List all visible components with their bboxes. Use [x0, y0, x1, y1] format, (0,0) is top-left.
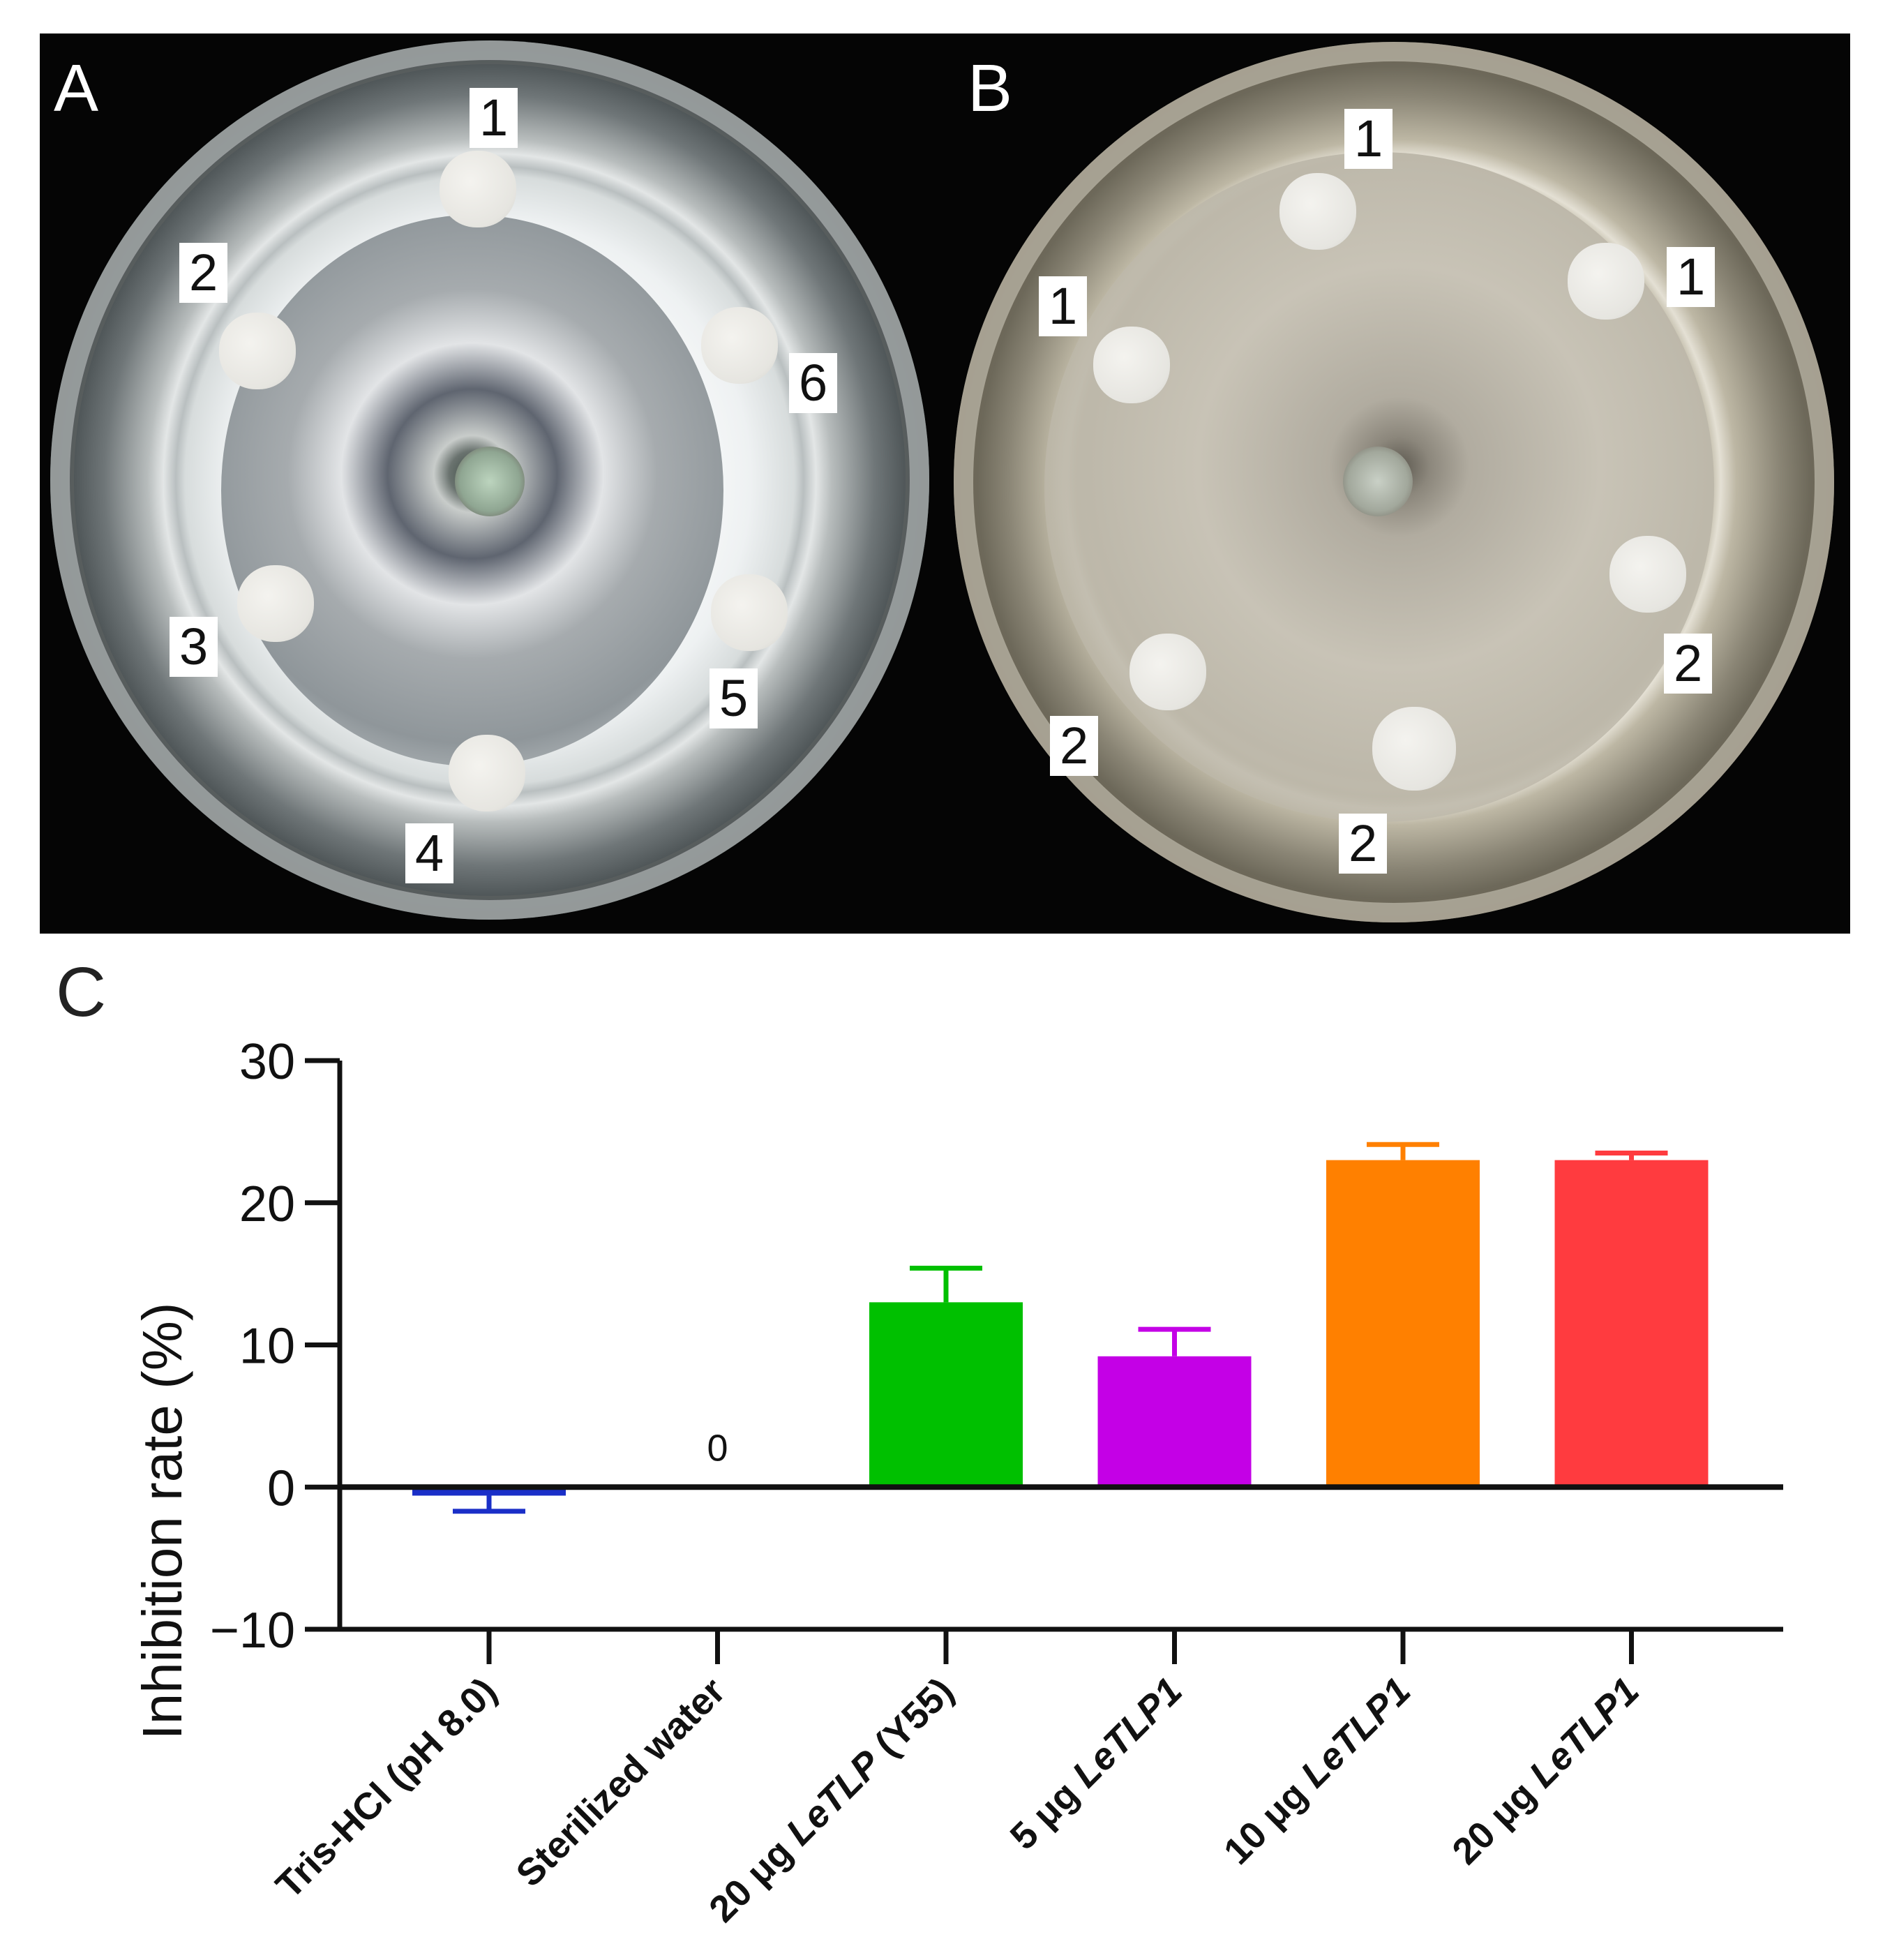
- disc-tag-a-6: 6: [789, 353, 838, 413]
- label-part: 20 μg: [701, 1824, 808, 1931]
- bar-6: [1554, 1160, 1709, 1488]
- paper-disc-4-a: [449, 735, 525, 811]
- disc-tag-b-2: 1: [1667, 247, 1716, 307]
- gene-name: LeTLP1: [1293, 1670, 1418, 1795]
- colony-center-a: [455, 447, 525, 516]
- disc-tag-a-1: 1: [470, 88, 518, 148]
- label-part: Tris-HCl (pH 8.0): [268, 1670, 504, 1906]
- disc-tag-a-5: 5: [710, 668, 758, 728]
- disc-tag-b-4: 2: [1664, 634, 1713, 694]
- paper-disc-2-a: [219, 313, 296, 389]
- x-tick-label-6: 20 μg LeTLP1: [1444, 1670, 1647, 1873]
- x-tick-label-3: 20 μg LeTLP (Y55): [701, 1670, 961, 1930]
- x-tick-label-4: 5 μg LeTLP1: [1003, 1670, 1190, 1857]
- paper-disc-6-b: [1372, 707, 1456, 791]
- x-tick-label-2: Sterilized water: [508, 1670, 733, 1895]
- panel-letter-a: A: [54, 51, 99, 126]
- label-part: 20 μg: [1444, 1766, 1551, 1873]
- label-part: 10 μg: [1216, 1766, 1323, 1873]
- y-tick-label: 10: [239, 1319, 295, 1375]
- inhibition-bar-chart: Inhibition rate (%) 30 20 10 0 −10 0 Tris-HCl …: [131, 1034, 1783, 1931]
- paper-disc-6-a: [701, 307, 778, 384]
- disc-tag-a-3: 3: [170, 617, 218, 677]
- disc-tag-b-3: 1: [1039, 276, 1088, 336]
- bar-3: [869, 1302, 1023, 1488]
- disc-tag-b-1: 1: [1344, 109, 1393, 169]
- y-axis-label: Inhibition rate (%): [131, 1303, 193, 1740]
- panel-b-photo: B 1 1 1 2 2 2: [940, 33, 1850, 934]
- bar-5: [1326, 1160, 1480, 1488]
- paper-disc-1-b: [1279, 173, 1356, 250]
- disc-tag-a-4: 4: [405, 823, 454, 883]
- panel-a-photo: A 1 2 3 4 5 6: [40, 33, 940, 934]
- value-annotation: 0: [707, 1427, 728, 1469]
- disc-tag-b-6: 2: [1339, 814, 1388, 874]
- panel-letter-c: C: [56, 953, 107, 1031]
- paper-disc-5-a: [711, 574, 788, 651]
- y-tick-label: 30: [239, 1034, 295, 1090]
- gene-name: LeTLP1: [1065, 1670, 1190, 1795]
- paper-disc-4-b: [1609, 536, 1686, 613]
- bar-4: [1097, 1356, 1252, 1488]
- paper-disc-1-a: [440, 151, 516, 227]
- disc-tag-a-2: 2: [179, 243, 228, 303]
- panel-letter-b: B: [968, 51, 1013, 126]
- colony-center-b: [1343, 447, 1413, 516]
- x-tick-label-1: Tris-HCl (pH 8.0): [268, 1670, 504, 1906]
- gene-name: LeTLP: [778, 1742, 890, 1853]
- gene-name: LeTLP1: [1522, 1670, 1647, 1795]
- y-tick-label: 20: [239, 1176, 295, 1232]
- disc-tag-b-5: 2: [1050, 716, 1099, 776]
- label-part: (Y55): [860, 1670, 961, 1772]
- y-tick-label: −10: [210, 1603, 295, 1659]
- label-part: Sterilized water: [508, 1670, 733, 1895]
- y-tick-label: 0: [267, 1460, 295, 1516]
- paper-disc-3-b: [1093, 327, 1170, 403]
- paper-disc-2-b: [1568, 243, 1644, 320]
- paper-disc-3-a: [237, 565, 314, 642]
- paper-disc-5-b: [1129, 634, 1206, 710]
- x-tick-label-5: 10 μg LeTLP1: [1216, 1670, 1419, 1873]
